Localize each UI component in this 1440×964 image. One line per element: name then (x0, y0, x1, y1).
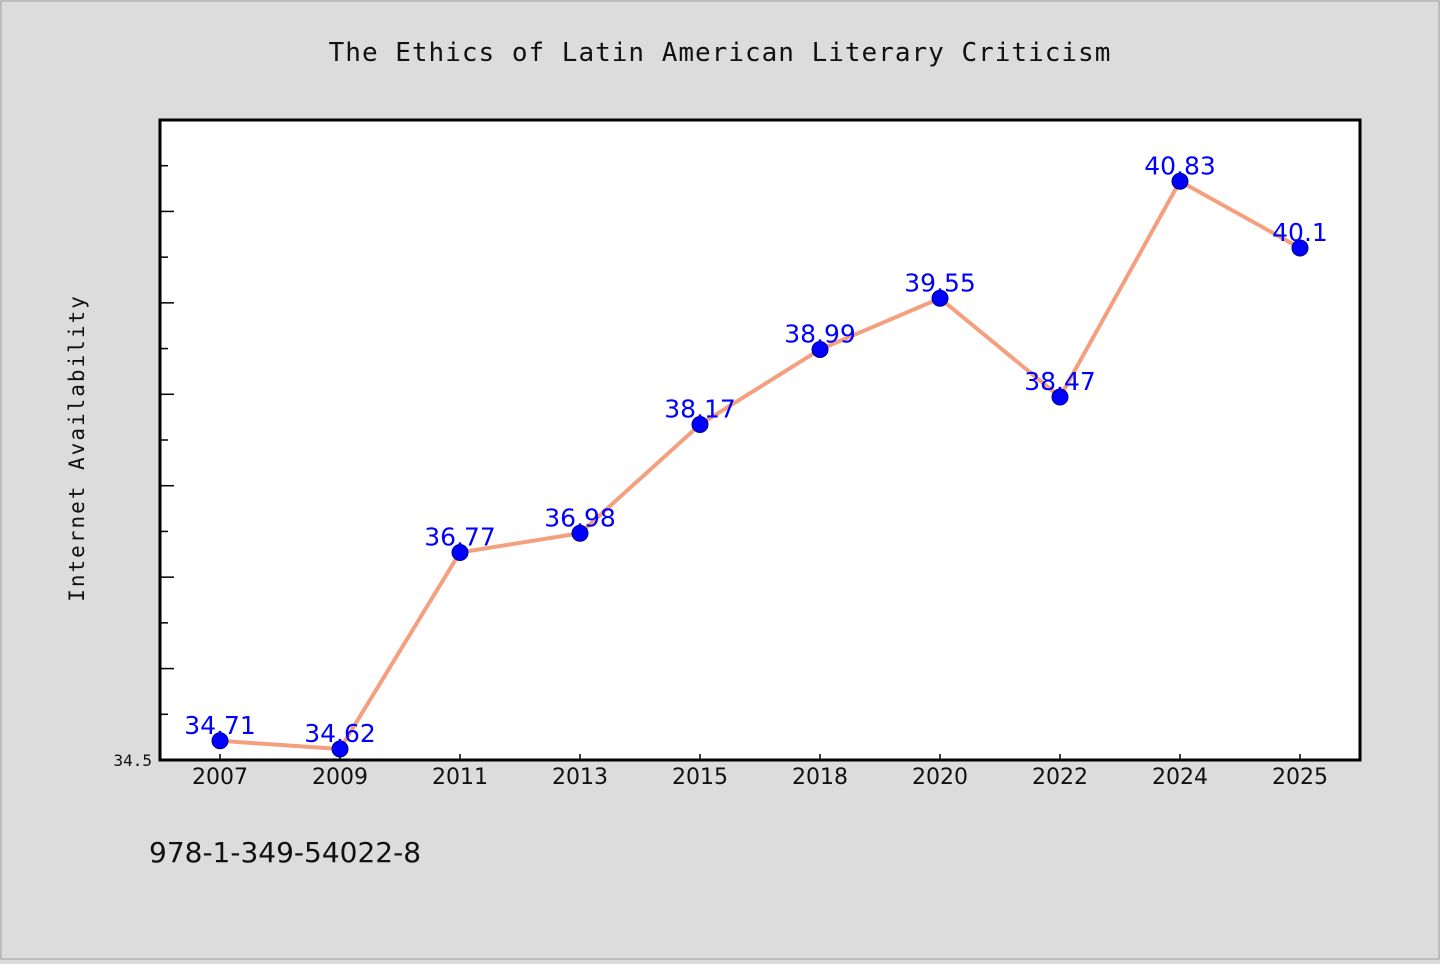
data-point (451, 543, 469, 561)
data-label: 38.17 (664, 394, 736, 423)
data-point (331, 740, 349, 758)
data-point (1291, 239, 1309, 257)
data-point (571, 524, 589, 542)
data-label: 36.77 (424, 522, 496, 551)
y-axis-label: Internet Availability (65, 294, 89, 602)
x-tick-label: 2024 (1152, 765, 1208, 790)
data-point (811, 340, 829, 358)
data-point (931, 289, 949, 307)
x-tick-label: 2013 (552, 765, 608, 790)
data-point (1051, 388, 1069, 406)
x-tick-label: 2025 (1272, 765, 1328, 790)
data-label: 39.55 (904, 268, 976, 297)
data-label: 34.62 (304, 719, 376, 748)
data-label: 40.1 (1272, 218, 1328, 247)
data-point (1171, 172, 1189, 190)
chart-title: The Ethics of Latin American Literary Cr… (329, 38, 1112, 68)
data-label: 38.99 (784, 319, 856, 348)
plot-area (160, 120, 1360, 760)
x-tick-label: 2022 (1032, 765, 1088, 790)
x-tick-label: 2015 (672, 765, 728, 790)
x-tick-label: 2018 (792, 765, 848, 790)
data-label: 34.71 (184, 711, 256, 740)
data-markers (211, 172, 1309, 758)
data-label: 38.47 (1024, 367, 1096, 396)
x-tick-label: 2011 (432, 765, 488, 790)
data-label: 36.98 (544, 503, 616, 532)
isbn-text: 978-1-349-54022-8 (149, 836, 421, 869)
x-axis-tick-labels: 2007 2009 2011 2013 2015 2018 2020 2022 2024 2025 (192, 765, 1328, 790)
data-label: 40.83 (1144, 151, 1216, 180)
data-labels: 34.71 34.62 36.77 36.98 38.17 38.99 39.55 38.47… (184, 151, 1328, 748)
y-axis-min-label: 34.5 (113, 751, 152, 770)
data-point (211, 732, 229, 750)
series-line (218, 179, 1302, 752)
x-tick-label: 2009 (312, 765, 368, 790)
data-point (691, 415, 709, 433)
x-tick-label: 2007 (192, 765, 248, 790)
plot-frame (158, 118, 1362, 762)
x-tick-label: 2020 (912, 765, 968, 790)
